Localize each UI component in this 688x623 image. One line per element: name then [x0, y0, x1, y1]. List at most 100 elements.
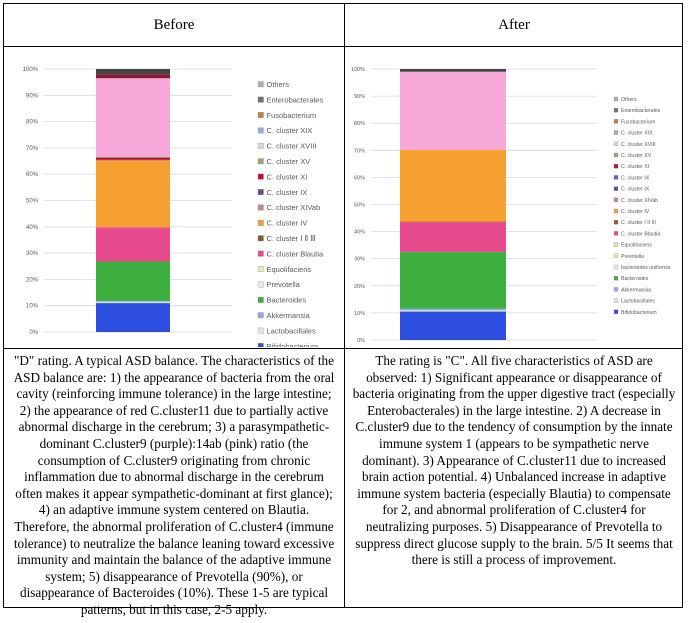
- legend-swatch: [613, 208, 619, 214]
- y-tick-label: 0%: [29, 330, 38, 336]
- bar-segment-bacteroides: [96, 261, 170, 301]
- legend-swatch: [613, 186, 619, 191]
- legend-swatch: [257, 250, 264, 257]
- legend-label: Equolifaciens: [267, 265, 312, 274]
- after-chart-svg: 0% 10% 20% 30% 40% 50% 60% 70% 80% 90% 100% Others E…: [351, 67, 671, 344]
- bar-segment-unlabeled: [400, 69, 506, 72]
- legend-label: C. cluster I II III: [621, 220, 656, 226]
- legend-swatch: [613, 242, 619, 247]
- bar-segment-bifidobacterium: [400, 311, 506, 340]
- before-header: Before: [153, 16, 195, 33]
- legend-label: C. cluster XIX: [621, 131, 653, 137]
- bar-segment-unlabeled: [96, 74, 170, 79]
- legend-swatch: [613, 220, 619, 225]
- legend-swatch: [257, 112, 264, 118]
- y-tick-label: 40%: [354, 230, 365, 236]
- bar-segment-c-cluster-i-ii-iii: [400, 221, 506, 223]
- y-tick-label: 30%: [354, 257, 365, 263]
- legend-swatch: [257, 266, 264, 272]
- legend-swatch: [613, 175, 619, 180]
- bar-segment-unlabeled: [96, 78, 170, 158]
- legend-label: Equolifaciens: [621, 243, 652, 249]
- legend-swatch: [257, 296, 264, 303]
- comparison-table: Before After 0% 10% 20% 30% 40% 50% 60% 70% 80% 9…: [3, 3, 683, 617]
- legend-swatch: [613, 298, 619, 303]
- legend-label: Akkermansia: [267, 311, 311, 320]
- before-description: "D" rating. A typical ASD balance. The c…: [13, 353, 335, 617]
- legend-swatch: [613, 130, 619, 135]
- y-tick-label: 70%: [354, 148, 365, 154]
- legend-swatch: [257, 327, 264, 334]
- legend-swatch: [613, 276, 619, 281]
- legend-label: C. cluster Blautia: [267, 249, 325, 258]
- legend-swatch: [613, 141, 619, 146]
- bar-segment-unlabeled: [96, 69, 170, 75]
- legend-label: C. cluster IX: [267, 188, 308, 197]
- bar-segment-lactobacillales: [96, 301, 170, 304]
- legend-label: Fusobacterium: [267, 111, 317, 120]
- legend-label: C. cluster XIVab: [621, 198, 658, 204]
- bar-segment-enterobacterales: [96, 157, 170, 158]
- legend-swatch: [613, 96, 619, 102]
- y-tick-label: 0%: [357, 338, 365, 344]
- legend-swatch: [257, 189, 264, 195]
- legend-swatch: [613, 264, 619, 270]
- legend-swatch: [257, 96, 264, 103]
- bar-segment-bifidobacterium: [96, 303, 170, 332]
- y-tick-label: 30%: [26, 251, 39, 257]
- y-tick-label: 60%: [26, 172, 39, 178]
- y-tick-label: 70%: [26, 146, 39, 152]
- legend-label: Others: [267, 80, 290, 89]
- legend-label: Akkermansia: [621, 287, 651, 293]
- y-tick-label: 60%: [354, 175, 365, 181]
- legend-label: Bifidobacterium: [267, 342, 319, 347]
- bar-segment-akkermansia: [96, 300, 170, 302]
- y-tick-label: 100%: [23, 67, 39, 73]
- legend-label: C. cluster XI: [621, 164, 649, 170]
- bar-segment-c-cluster-iv: [400, 149, 506, 222]
- y-tick-label: 20%: [354, 284, 365, 290]
- bar-segment-c-cluster-xi: [96, 157, 170, 160]
- legend-label: Lactobacillales: [267, 326, 316, 335]
- y-tick-label: 100%: [351, 67, 365, 73]
- legend-label: Enterobacterales: [267, 95, 324, 104]
- y-tick-label: 20%: [26, 277, 39, 283]
- legend-label: C. cluster IV: [267, 219, 308, 228]
- legend-swatch: [613, 231, 619, 236]
- y-tick-label: 90%: [26, 93, 39, 99]
- y-tick-label: 50%: [26, 199, 39, 205]
- before-chart: 0% 10% 20% 30% 40% 50% 60% 70% 80% 90% 100% Others E…: [4, 47, 344, 347]
- legend-label: C. cluster XVIII: [621, 142, 656, 148]
- chart-divider: [4, 348, 682, 349]
- bar-segment-bacteroides: [400, 251, 506, 309]
- legend-swatch: [613, 197, 619, 202]
- legend-label: Others: [621, 97, 637, 103]
- legend-swatch: [257, 81, 264, 88]
- bar-segment-c-cluster-blautia: [96, 227, 170, 262]
- legend-swatch: [257, 312, 264, 319]
- after-header: After: [498, 16, 530, 33]
- legend-label: C. cluster XIVab: [267, 203, 321, 212]
- after-description: The rating is "C". All five characterist…: [352, 353, 676, 568]
- legend-swatch: [257, 219, 264, 226]
- legend-swatch: [613, 253, 619, 258]
- bar-segment-c-cluster-blautia: [400, 222, 506, 252]
- legend-label: Bacteroides: [621, 276, 649, 282]
- legend-swatch: [257, 142, 264, 149]
- y-tick-label: 40%: [26, 225, 39, 231]
- bar-segment-unlabeled: [400, 71, 506, 150]
- y-tick-label: 50%: [354, 203, 365, 209]
- legend-label: Lactobacillales: [621, 299, 655, 305]
- legend-swatch: [257, 127, 264, 134]
- after-chart: 0% 10% 20% 30% 40% 50% 60% 70% 80% 90% 100% Others E…: [345, 47, 683, 347]
- legend-label: C. cluster IX: [621, 175, 650, 181]
- legend-label: C. cluster XI: [267, 172, 308, 181]
- bar-segment-akkermansia: [400, 308, 506, 311]
- legend-swatch: [257, 235, 264, 242]
- legend-label: Prevotella: [621, 254, 644, 260]
- y-tick-label: 80%: [26, 120, 39, 126]
- legend-label: Bacteroides: [267, 296, 307, 305]
- y-tick-label: 80%: [354, 121, 365, 127]
- legend-label: Bifidobacterium: [621, 310, 657, 316]
- legend-swatch: [613, 309, 619, 314]
